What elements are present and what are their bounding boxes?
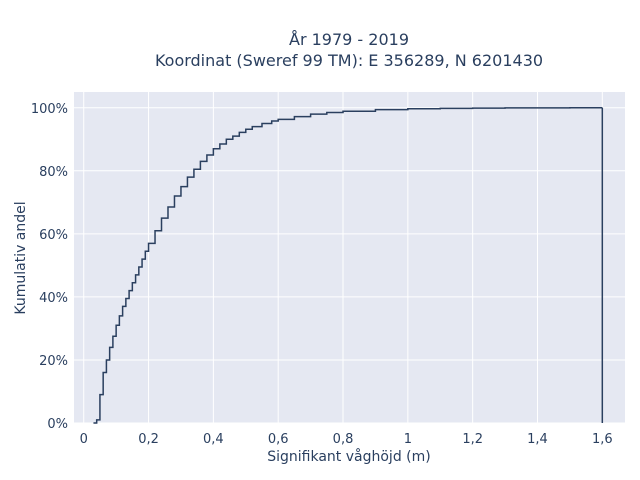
x-axis-ticks: 0 0,2 0,4 0,6 0,8 1 1,2 1,4 1,6 bbox=[80, 432, 613, 447]
x-tick-label: 0,2 bbox=[138, 432, 159, 447]
plot-area bbox=[74, 92, 625, 423]
chart-title-line2: Koordinat (Sweref 99 TM): E 356289, N 62… bbox=[155, 51, 543, 70]
y-axis-ticks: 0% 20% 40% 60% 80% 100% bbox=[31, 102, 68, 432]
x-tick-label: 1,6 bbox=[592, 432, 613, 447]
y-tick-label: 0% bbox=[47, 417, 68, 432]
y-tick-label: 100% bbox=[31, 102, 68, 117]
chart-title-line1: År 1979 - 2019 bbox=[289, 30, 409, 49]
y-tick-label: 20% bbox=[39, 354, 68, 369]
y-tick-label: 80% bbox=[39, 165, 68, 180]
x-axis-title: Signifikant våghöjd (m) bbox=[267, 448, 430, 465]
x-tick-label: 0,6 bbox=[268, 432, 289, 447]
x-tick-label: 1,2 bbox=[462, 432, 483, 447]
series-step-line bbox=[93, 107, 604, 424]
x-tick-label: 1 bbox=[404, 432, 412, 447]
x-tick-label: 0 bbox=[80, 432, 88, 447]
x-tick-label: 0,8 bbox=[333, 432, 354, 447]
x-tick-label: 0,4 bbox=[203, 432, 224, 447]
gridlines bbox=[74, 92, 625, 424]
y-tick-label: 40% bbox=[39, 291, 68, 306]
y-tick-label: 60% bbox=[39, 228, 68, 243]
y-axis-title: Kumulativ andel bbox=[13, 201, 29, 314]
x-tick-label: 1,4 bbox=[527, 432, 548, 447]
